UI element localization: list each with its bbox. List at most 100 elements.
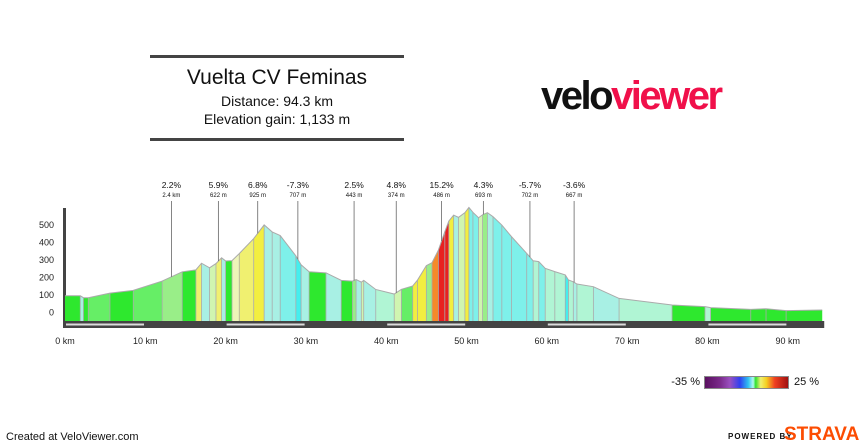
profile-segment [341, 280, 353, 321]
climb-grade-label: 15.2% [430, 180, 455, 190]
x-tick-label: 60 km [535, 336, 560, 346]
x-tick-label: 40 km [374, 336, 399, 346]
profile-segment [444, 221, 449, 321]
profile-segment [468, 207, 473, 321]
climb-grade-label: 4.8% [387, 180, 407, 190]
profile-segment [492, 216, 502, 321]
profile-segment [511, 236, 527, 321]
distance-band [66, 323, 144, 326]
y-axis-line [63, 208, 66, 328]
profile-segment [65, 295, 81, 321]
x-tick-label: 50 km [454, 336, 479, 346]
profile-segment [545, 268, 555, 321]
profile-segment [576, 284, 594, 321]
distance-band [226, 323, 305, 326]
profile-segment [501, 225, 512, 321]
y-tick-label: 400 [39, 238, 54, 248]
veloviewer-logo: veloviewer [541, 74, 723, 119]
climb-length-label: 486 m [433, 193, 450, 199]
profile-segment [472, 212, 479, 321]
profile-segment [704, 306, 711, 321]
profile-segment [568, 280, 574, 321]
climb-length-label: 693 m [475, 193, 492, 199]
profile-segment [109, 290, 134, 321]
y-tick-label: 500 [39, 220, 54, 230]
profile-segment [438, 231, 445, 321]
climb-grade-label: 2.5% [344, 180, 364, 190]
x-tick-label: 90 km [775, 336, 800, 346]
x-tick-label: 70 km [615, 336, 640, 346]
profile-segment [264, 224, 273, 321]
profile-segment [309, 271, 326, 321]
profile-segment [478, 214, 483, 321]
climb-grade-label: 6.8% [248, 180, 268, 190]
profile-segment [80, 295, 84, 321]
profile-segment [526, 253, 534, 321]
profile-segment [426, 262, 432, 321]
profile-segment [232, 253, 240, 321]
profile-segment [201, 263, 210, 321]
profile-segment [412, 280, 418, 321]
created-at-link[interactable]: Created at VeloViewer.com [6, 431, 139, 443]
profile-outline [65, 206, 823, 312]
profile-segment [280, 235, 296, 321]
profile-segment [195, 263, 202, 321]
route-distance: Distance: 94.3 km [220, 93, 334, 109]
profile-segment [565, 274, 569, 321]
profile-segment [356, 279, 362, 321]
profile-segment [133, 281, 163, 321]
route-title: Vuelta CV Feminas [186, 66, 368, 89]
x-tick-label: 30 km [294, 336, 319, 346]
profile-segment [352, 279, 357, 321]
profile-segment [538, 261, 546, 321]
y-tick-label: 200 [39, 273, 54, 283]
logo-viewer: viewer [611, 74, 723, 118]
x-tick-label: 80 km [695, 336, 720, 346]
logo-velo: velo [541, 74, 614, 118]
climb-length-label: 374 m [388, 193, 405, 199]
legend-min-label: -35 % [671, 376, 700, 388]
profile-segment [361, 280, 364, 321]
x-tick-label: 10 km [133, 336, 158, 346]
profile-segment [215, 257, 222, 321]
profile-segment [363, 280, 376, 321]
profile-segment [88, 293, 110, 321]
profile-segment [239, 238, 254, 321]
profile-segment [431, 250, 439, 321]
profile-segment [750, 308, 767, 321]
profile-segment [453, 215, 459, 321]
powered-by-label: POWERED BY [728, 432, 793, 441]
x-tick-label: 20 km [213, 336, 238, 346]
profile-segment [458, 212, 465, 321]
y-tick-label: 100 [39, 290, 54, 300]
profile-segment [417, 265, 427, 321]
distance-band [708, 323, 787, 326]
profile-segment [272, 231, 281, 321]
profile-segment [253, 224, 265, 321]
profile-segment [325, 272, 342, 321]
profile-segment [464, 207, 469, 321]
profile-segment [162, 271, 183, 321]
profile-segment [375, 289, 395, 321]
climb-length-label: 622 m [210, 193, 227, 199]
profile-segment [401, 285, 413, 321]
y-tick-label: 0 [49, 308, 54, 318]
climb-grade-label: 2.2% [162, 180, 182, 190]
title-rule-bottom [150, 138, 404, 141]
profile-segment [573, 281, 577, 321]
climb-grade-label: 5.9% [209, 180, 229, 190]
profile-segment [221, 257, 226, 321]
x-tick-label: 0 km [55, 336, 75, 346]
profile-segment [482, 212, 488, 321]
profile-segment [83, 297, 89, 321]
profile-segment [301, 264, 310, 321]
strava-logo: STRAVA [784, 424, 860, 445]
profile-segment [554, 271, 566, 321]
legend-max-label: 25 % [794, 376, 820, 388]
climb-grade-label: -3.6% [563, 180, 586, 190]
climb-length-label: 707 m [290, 193, 307, 199]
profile-segment [295, 255, 302, 321]
climb-grade-label: -5.7% [519, 180, 542, 190]
profile-segment [786, 309, 823, 321]
